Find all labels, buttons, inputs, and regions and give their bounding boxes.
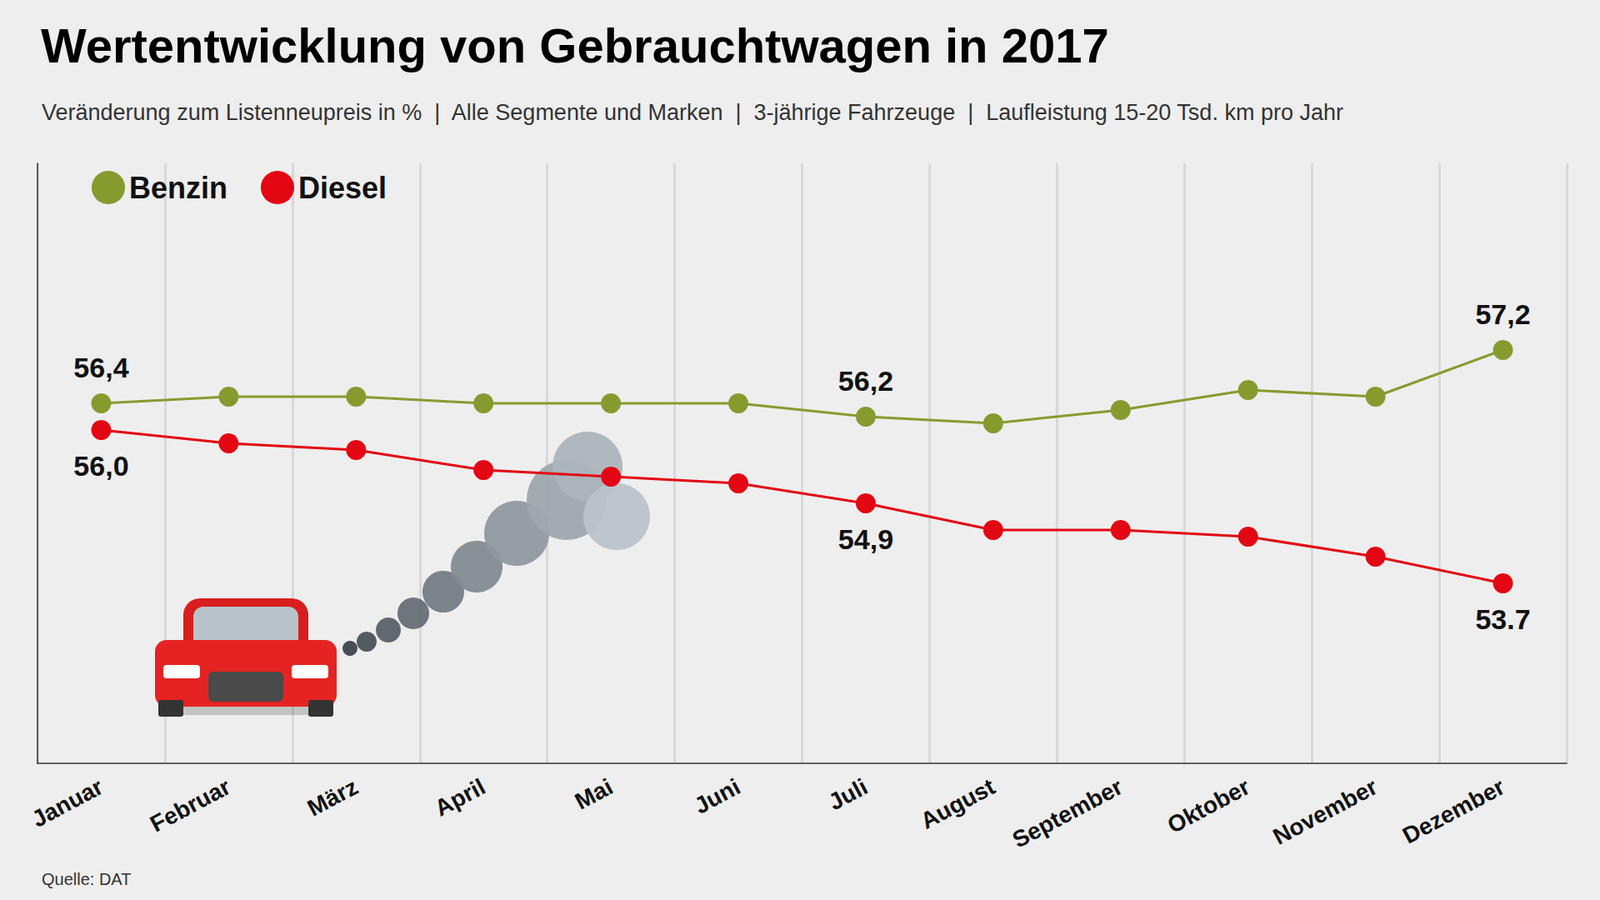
svg-text:Benzin: Benzin bbox=[129, 170, 228, 205]
svg-text:Juni: Juni bbox=[690, 773, 745, 819]
svg-text:56,0: 56,0 bbox=[73, 450, 129, 482]
svg-text:56,4: 56,4 bbox=[73, 351, 129, 384]
svg-text:April: April bbox=[430, 773, 490, 821]
svg-text:August: August bbox=[915, 773, 1000, 835]
svg-text:Oktober: Oktober bbox=[1163, 773, 1255, 839]
svg-text:Mai: Mai bbox=[570, 773, 618, 815]
svg-text:56,2: 56,2 bbox=[838, 365, 894, 397]
svg-text:Wertentwicklung von Gebrauchtw: Wertentwicklung von Gebrauchtwagen in 20… bbox=[40, 18, 1110, 73]
svg-text:54,9: 54,9 bbox=[838, 523, 894, 555]
svg-text:Quelle: DAT: Quelle: DAT bbox=[41, 870, 131, 889]
svg-text:Veränderung zum Listenneupreis: Veränderung zum Listenneupreis in % | Al… bbox=[41, 100, 1344, 125]
svg-text:Diesel: Diesel bbox=[298, 170, 387, 205]
svg-text:Januar: Januar bbox=[27, 773, 108, 832]
svg-text:März: März bbox=[303, 773, 363, 821]
svg-text:57,2: 57,2 bbox=[1475, 298, 1530, 330]
svg-text:Februar: Februar bbox=[145, 773, 235, 837]
svg-text:September: September bbox=[1008, 773, 1127, 853]
svg-text:Dezember: Dezember bbox=[1398, 773, 1510, 849]
svg-text:53.7: 53.7 bbox=[1475, 603, 1530, 635]
svg-text:November: November bbox=[1268, 773, 1382, 850]
svg-text:Juli: Juli bbox=[824, 773, 872, 815]
